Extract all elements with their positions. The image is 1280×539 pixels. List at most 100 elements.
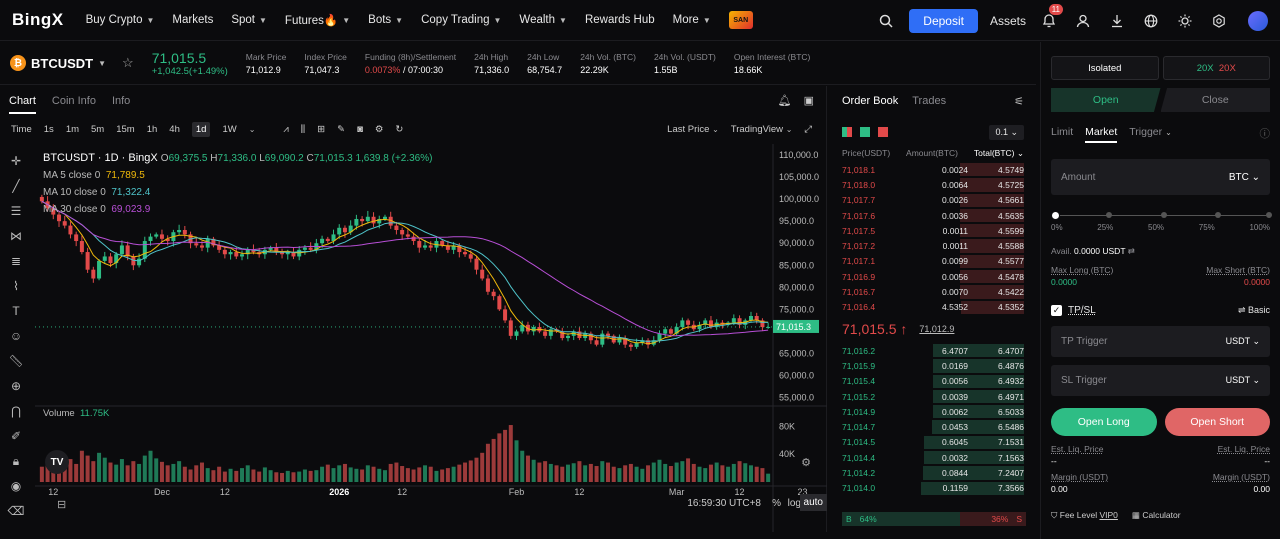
ask-row[interactable]: 71,017.5 0.0011 4.5599 (832, 223, 1034, 238)
crosshair-icon[interactable]: ✛ (10, 154, 22, 168)
favorite-star-icon[interactable]: ☆ (122, 55, 134, 70)
amount-slider[interactable] (1051, 209, 1272, 223)
amount-input[interactable]: Amount BTC ⌄ (1051, 159, 1270, 195)
clock-timezone[interactable]: 16:59:30 UTC+8 (687, 498, 761, 509)
price-mode-select[interactable]: Last Price ⌄ (667, 123, 719, 135)
eye-icon[interactable]: ◉ (10, 479, 22, 493)
indicators-icon[interactable]: ⩘ (283, 123, 289, 135)
tab-chart[interactable]: Chart (9, 95, 36, 114)
deposit-button[interactable]: Deposit (909, 8, 978, 33)
emoji-icon[interactable]: ☺ (9, 329, 23, 343)
bid-row[interactable]: 71,014.2 0.0844 7.2407 (832, 465, 1034, 480)
nav-item-1[interactable]: Markets (172, 14, 213, 26)
user-icon[interactable] (1066, 0, 1100, 41)
basic-toggle[interactable]: ⇌ Basic (1237, 305, 1270, 315)
camera-icon[interactable]: ◙ (357, 123, 363, 135)
theme-icon[interactable] (1168, 0, 1202, 41)
slider-mark[interactable]: 25% (1097, 223, 1114, 232)
slider-mark[interactable]: 75% (1198, 223, 1215, 232)
bid-row[interactable]: 71,015.4 0.0056 6.4932 (832, 374, 1034, 389)
ask-row[interactable]: 71,017.7 0.0026 4.5661 (832, 193, 1034, 208)
text-icon[interactable]: T (12, 304, 20, 318)
transfer-icon[interactable]: ⇄ (1127, 246, 1135, 256)
ask-row[interactable]: 71,016.9 0.0056 4.5478 (832, 269, 1034, 284)
bid-row[interactable]: 71,014.5 0.6045 7.1531 (832, 435, 1034, 450)
ask-row[interactable]: 71,016.4 4.5352 4.5352 (832, 300, 1034, 315)
total-unit-select[interactable]: Total(BTC) ⌄ (973, 148, 1024, 158)
open-tab[interactable]: Open (1051, 88, 1161, 112)
timeframe-1W[interactable]: 1W (222, 123, 237, 135)
ask-row[interactable]: 71,016.7 0.0070 4.5422 (832, 284, 1034, 299)
nav-item-7[interactable]: Rewards Hub (585, 14, 655, 26)
nav-item-3[interactable]: Futures🔥 ▼ (285, 13, 350, 27)
price-chart[interactable]: 110,000.0 105,000.0 100,000.0 95,000.0 90,00… (35, 144, 827, 532)
bid-row[interactable]: 71,016.2 6.4707 6.4707 (832, 343, 1034, 358)
view-both-icon[interactable] (842, 127, 852, 137)
tab-order-book[interactable]: Order Book (842, 95, 899, 107)
bid-row[interactable]: 71,015.9 0.0169 6.4876 (832, 358, 1034, 373)
symbol-selector[interactable]: BTCUSDT (31, 55, 94, 71)
ruler-icon[interactable]: 📏︎ (8, 354, 24, 368)
slider-mark[interactable]: 50% (1148, 223, 1165, 232)
open-long-button[interactable]: Open Long (1051, 408, 1157, 436)
amount-unit-select[interactable]: BTC ⌄ (1228, 171, 1260, 183)
tab-trigger[interactable]: Trigger ⌄ (1129, 126, 1172, 138)
alert-bell-icon[interactable]: 🔔︎ (777, 95, 792, 107)
timeframe-1d[interactable]: 1d (191, 121, 211, 137)
bid-row[interactable]: 71,014.4 0.0032 7.1563 (832, 450, 1034, 465)
expand-icon[interactable]: ⤢ (804, 123, 812, 135)
assets-link[interactable]: Assets (989, 13, 1026, 28)
ask-row[interactable]: 71,017.1 0.0099 4.5577 (832, 254, 1034, 269)
nav-item-6[interactable]: Wealth ▼ (519, 14, 567, 26)
fullscreen-icon[interactable]: ▣ (803, 95, 814, 107)
globe-icon[interactable] (1134, 0, 1168, 41)
bid-row[interactable]: 71,015.2 0.0039 6.4971 (832, 389, 1034, 404)
sl-trigger-input[interactable]: SL Trigger USDT ⌄ (1051, 365, 1270, 396)
calculator-link[interactable]: ▦ Calculator (1131, 510, 1181, 520)
tab-trades[interactable]: Trades (912, 95, 947, 107)
draw-icon[interactable]: ✎ (337, 123, 346, 135)
tab-info[interactable]: Info (111, 95, 131, 107)
percent-toggle[interactable]: % (772, 498, 781, 509)
brush-icon[interactable]: ⌇ (13, 279, 19, 293)
reset-icon[interactable]: ↻ (395, 123, 404, 135)
ask-row[interactable]: 71,018.1 0.0024 4.5749 (832, 162, 1034, 177)
avatar[interactable] (1236, 0, 1280, 41)
view-bids-icon[interactable] (860, 127, 870, 137)
timeframe-1m[interactable]: 1m (65, 123, 80, 135)
ask-row[interactable]: 71,017.6 0.0036 4.5635 (832, 208, 1034, 223)
close-tab[interactable]: Close (1160, 88, 1270, 112)
more-timeframes-icon[interactable]: ⌄ (248, 124, 256, 134)
open-short-button[interactable]: Open Short (1164, 408, 1270, 436)
timeframe-1s[interactable]: 1s (43, 123, 54, 135)
timeframe-1h[interactable]: 1h (146, 123, 158, 135)
pitchfork-icon[interactable]: ⋈ (10, 229, 22, 243)
candle-type-icon[interactable]: ⫼ (300, 123, 306, 135)
leverage-button[interactable]: 20X 20X (1162, 56, 1270, 80)
candlestick-chart[interactable]: 110,000.0 105,000.0 100,000.0 95,000.0 90,00… (35, 144, 827, 532)
nav-item-5[interactable]: Copy Trading ▼ (421, 14, 501, 26)
tradingview-logo[interactable]: TV (45, 450, 69, 474)
timeframe-Time[interactable]: Time (11, 123, 32, 135)
tpsl-checkbox[interactable]: ✓ (1051, 305, 1062, 316)
timeframe-5m[interactable]: 5m (91, 123, 105, 135)
price-step-select[interactable]: 0.1 ⌄ (989, 124, 1024, 140)
slider-mark[interactable]: 0% (1051, 223, 1063, 232)
fee-level-link[interactable]: ⛉ Fee Level VIP0 (1051, 510, 1118, 520)
bid-row[interactable]: 71,014.0 0.1159 7.3566 (832, 481, 1034, 496)
fib-icon[interactable]: ≣ (10, 254, 22, 268)
slider-mark[interactable]: 100% (1249, 223, 1270, 232)
chart-settings-gear-icon[interactable]: ⚙︎ (801, 457, 811, 469)
download-icon[interactable] (1100, 0, 1134, 41)
tab-coin-info[interactable]: Coin Info (51, 95, 96, 107)
slider-handle[interactable] (1051, 211, 1060, 220)
margin-mode-button[interactable]: Isolated (1051, 56, 1159, 80)
tab-market[interactable]: Market (1085, 126, 1118, 143)
trendline-icon[interactable]: ╱ (12, 179, 20, 193)
bingx-logo[interactable]: BingX (12, 10, 64, 29)
chevron-down-icon[interactable]: ▼ (98, 58, 107, 68)
lock-drawing-icon[interactable]: ✐ (10, 429, 22, 443)
magnet-icon[interactable]: ⋂ (11, 404, 21, 418)
tab-limit[interactable]: Limit (1051, 126, 1074, 138)
timeframe-4h[interactable]: 4h (169, 123, 180, 135)
